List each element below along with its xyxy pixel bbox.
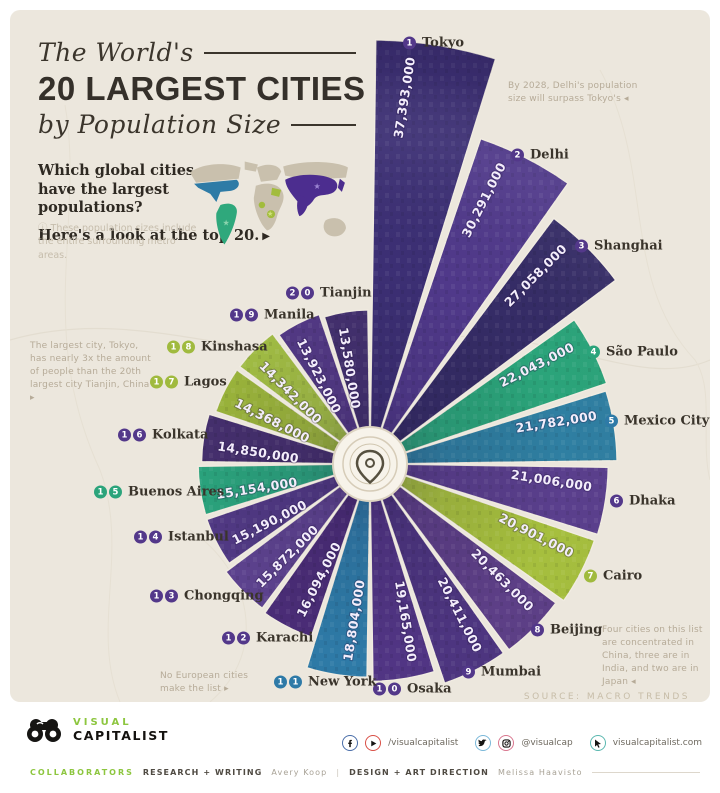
wedge-shade-lagos [215, 370, 370, 464]
cursor-icon[interactable] [589, 735, 606, 751]
wedge-shade-istanbul [206, 464, 370, 564]
social-handle-twitter-instagram[interactable]: @visualcap [521, 738, 573, 748]
location-pin-icon [355, 449, 385, 485]
wedge-shade-buenos-aires [198, 464, 370, 515]
collab-endline [591, 772, 700, 773]
visual-capitalist-logo: VISUAL CAPITALIST [24, 716, 169, 744]
wedge-shade-karachi [264, 464, 370, 637]
map-star-south-america-icon: ★ [222, 217, 229, 227]
facebook-icon[interactable] [342, 735, 359, 751]
center-hub [332, 426, 408, 502]
collab-divider: | [336, 768, 341, 777]
map-egypt [271, 187, 282, 197]
map-greenland [244, 161, 258, 172]
source-credit: SOURCE: MACRO TRENDS [523, 692, 690, 702]
wedge-shade-beijing [370, 464, 556, 650]
brand-line-1: VISUAL [73, 717, 132, 728]
map-canada [190, 164, 241, 183]
intro-question: Which global cities have the largest pop… [38, 162, 195, 217]
research-name: Avery Koop [271, 768, 328, 777]
collaborators-row: COLLABORATORS RESEARCH + WRITING Avery K… [30, 768, 700, 777]
rose-chart: 37,393,00030,291,00027,058,00022,043,000… [197, 39, 618, 684]
intro-block: Which global cities have the largest pop… [38, 162, 270, 246]
map-south-america [216, 203, 237, 245]
wedge-shade-manila [279, 314, 370, 464]
wedge-shade-mumbai [370, 464, 504, 684]
metro-area-note: ⓘ These population sizes include the ent… [38, 223, 197, 261]
wedge-shade-tokyo [370, 40, 496, 464]
map-nigeria [258, 201, 266, 209]
wedge-shade-shanghai [370, 218, 616, 464]
social-handle-website[interactable]: visualcapitalist.com [612, 738, 702, 748]
wedge-shade-delhi [370, 138, 568, 465]
map-russia [283, 162, 348, 180]
brand-line-2: CAPITALIST [73, 728, 170, 743]
research-label: RESEARCH + WRITING [142, 768, 263, 777]
title-rule-top [203, 51, 356, 54]
wedge-shade-new-york [306, 464, 370, 678]
wedge-shade-osaka [370, 464, 435, 682]
annotation-delhi: By 2028, Delhi's population size will su… [508, 81, 638, 105]
wedge-shade-cairo [370, 464, 595, 601]
title-rule-bottom [291, 123, 356, 126]
map-congo [266, 210, 276, 219]
wedge-shade-kinshasa [239, 333, 370, 464]
map-star-africa-icon: ★ [267, 209, 273, 218]
wedge-shade-chongqing [225, 464, 370, 609]
social-handle-facebook-youtube[interactable]: /visualcapitalist [388, 738, 459, 748]
design-name: Melissa Haavisto [497, 768, 583, 777]
page-title: 20 LARGEST CITIES [38, 70, 366, 107]
youtube-icon[interactable] [365, 735, 382, 751]
map-europe [256, 164, 282, 182]
title-line-1: The World's [38, 38, 194, 67]
world-map: ★ ★ ★ [186, 156, 352, 252]
infographic-canvas: The World's 20 LARGEST CITIES by Populat… [10, 10, 710, 702]
wedge-shade-dhaka [370, 464, 609, 535]
binoculars-icon [27, 719, 61, 742]
title-line-3: by Population Size [38, 110, 282, 139]
wedge-shade-mexico-city [370, 391, 617, 464]
header: The World's 20 LARGEST CITIES by Populat… [38, 38, 366, 139]
intro-arrow-icon: ▶ [262, 230, 270, 242]
wedge-shade-tianjin [324, 310, 370, 464]
map-north-america [194, 179, 239, 202]
twitter-icon[interactable] [475, 735, 492, 751]
wedge-shade-kolkata [201, 414, 370, 464]
wedge-shade-sao-paulo [370, 319, 607, 464]
map-india [297, 195, 308, 217]
annotation-europe: No European cities make the list ▸ [160, 671, 249, 695]
map-australia [323, 218, 346, 237]
footer: VISUAL CAPITALIST /visualcapitalist @vis… [0, 702, 720, 793]
intro-statement: Here's a look at the top 20. ▶ [38, 227, 270, 246]
collaborators-label: COLLABORATORS [30, 768, 134, 777]
social-links: /visualcapitalist @visualcap visualcapit… [342, 735, 702, 751]
map-star-asia-icon: ★ [314, 181, 321, 191]
map-japan [337, 178, 345, 192]
design-label: DESIGN + ART DIRECTION [349, 768, 489, 777]
annotation-tokyo: The largest city, Tokyo, has nearly 3x t… [30, 341, 151, 404]
intro-statement-text: Here's a look at the top 20. [38, 226, 260, 244]
annotation-asia: Four cities on this list are concentrate… [602, 625, 703, 688]
instagram-icon[interactable] [498, 735, 515, 751]
